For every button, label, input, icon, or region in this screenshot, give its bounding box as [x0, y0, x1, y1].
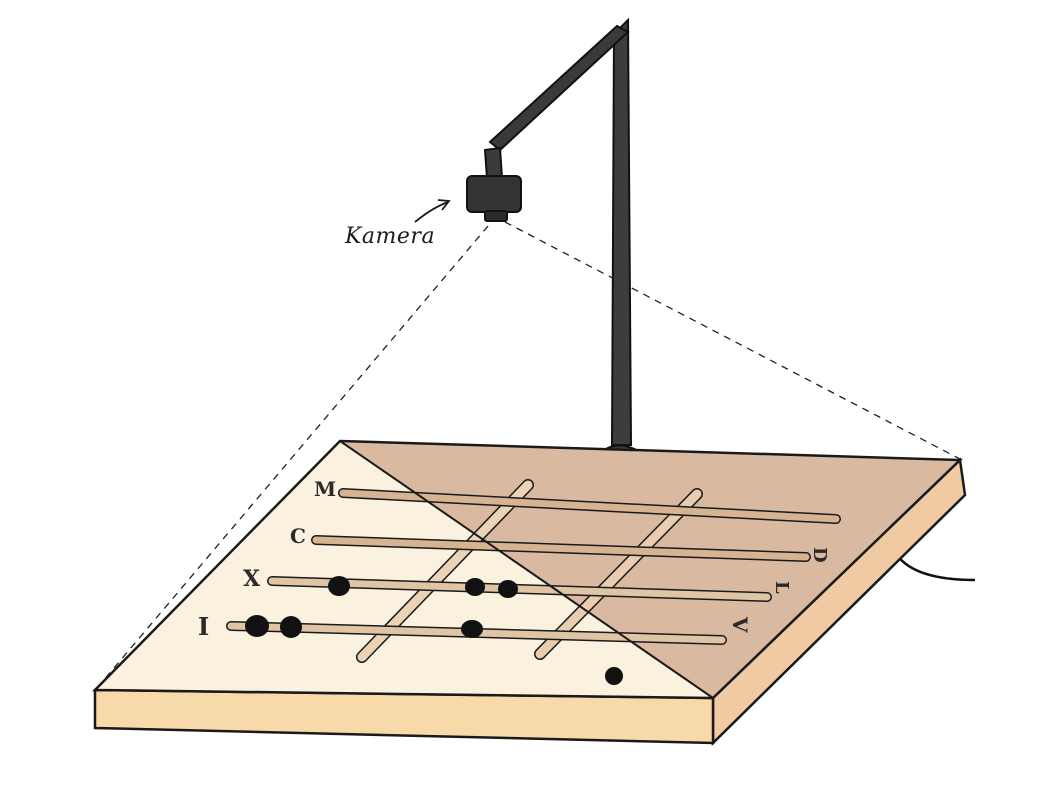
right-label-d: D	[809, 547, 830, 563]
camera-stand	[483, 17, 641, 453]
bead	[280, 616, 302, 638]
beads	[245, 576, 623, 685]
right-label-l: L	[771, 581, 792, 594]
row-label-m: M	[314, 477, 336, 501]
row-label-c: C	[290, 524, 306, 548]
bead	[245, 615, 269, 637]
bead	[461, 620, 483, 638]
cable	[895, 554, 976, 582]
right-label-v: V	[728, 616, 752, 633]
row-label-i: I	[198, 612, 209, 641]
board-rods	[226, 488, 841, 645]
bead	[328, 576, 350, 596]
bead	[498, 580, 518, 598]
camera-label: Kamera	[345, 224, 436, 249]
camera-arrow	[414, 199, 451, 223]
row-label-x: X	[243, 566, 261, 592]
camera-icon	[466, 175, 522, 222]
board-diagonal	[339, 440, 714, 699]
camera-field-of-view	[96, 221, 963, 689]
bead	[465, 578, 485, 596]
bead	[605, 667, 623, 685]
